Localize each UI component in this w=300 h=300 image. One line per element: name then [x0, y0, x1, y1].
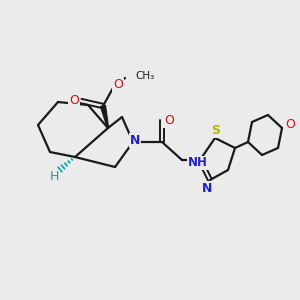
- Text: N: N: [202, 182, 212, 194]
- Polygon shape: [100, 105, 109, 128]
- Text: O: O: [285, 118, 295, 131]
- Text: S: S: [212, 124, 220, 136]
- Text: O: O: [69, 94, 79, 107]
- Text: N: N: [130, 134, 140, 146]
- Text: O: O: [113, 79, 123, 92]
- Text: NH: NH: [188, 157, 208, 169]
- Text: H: H: [49, 170, 59, 184]
- Text: O: O: [164, 113, 174, 127]
- Text: CH₃: CH₃: [135, 71, 154, 81]
